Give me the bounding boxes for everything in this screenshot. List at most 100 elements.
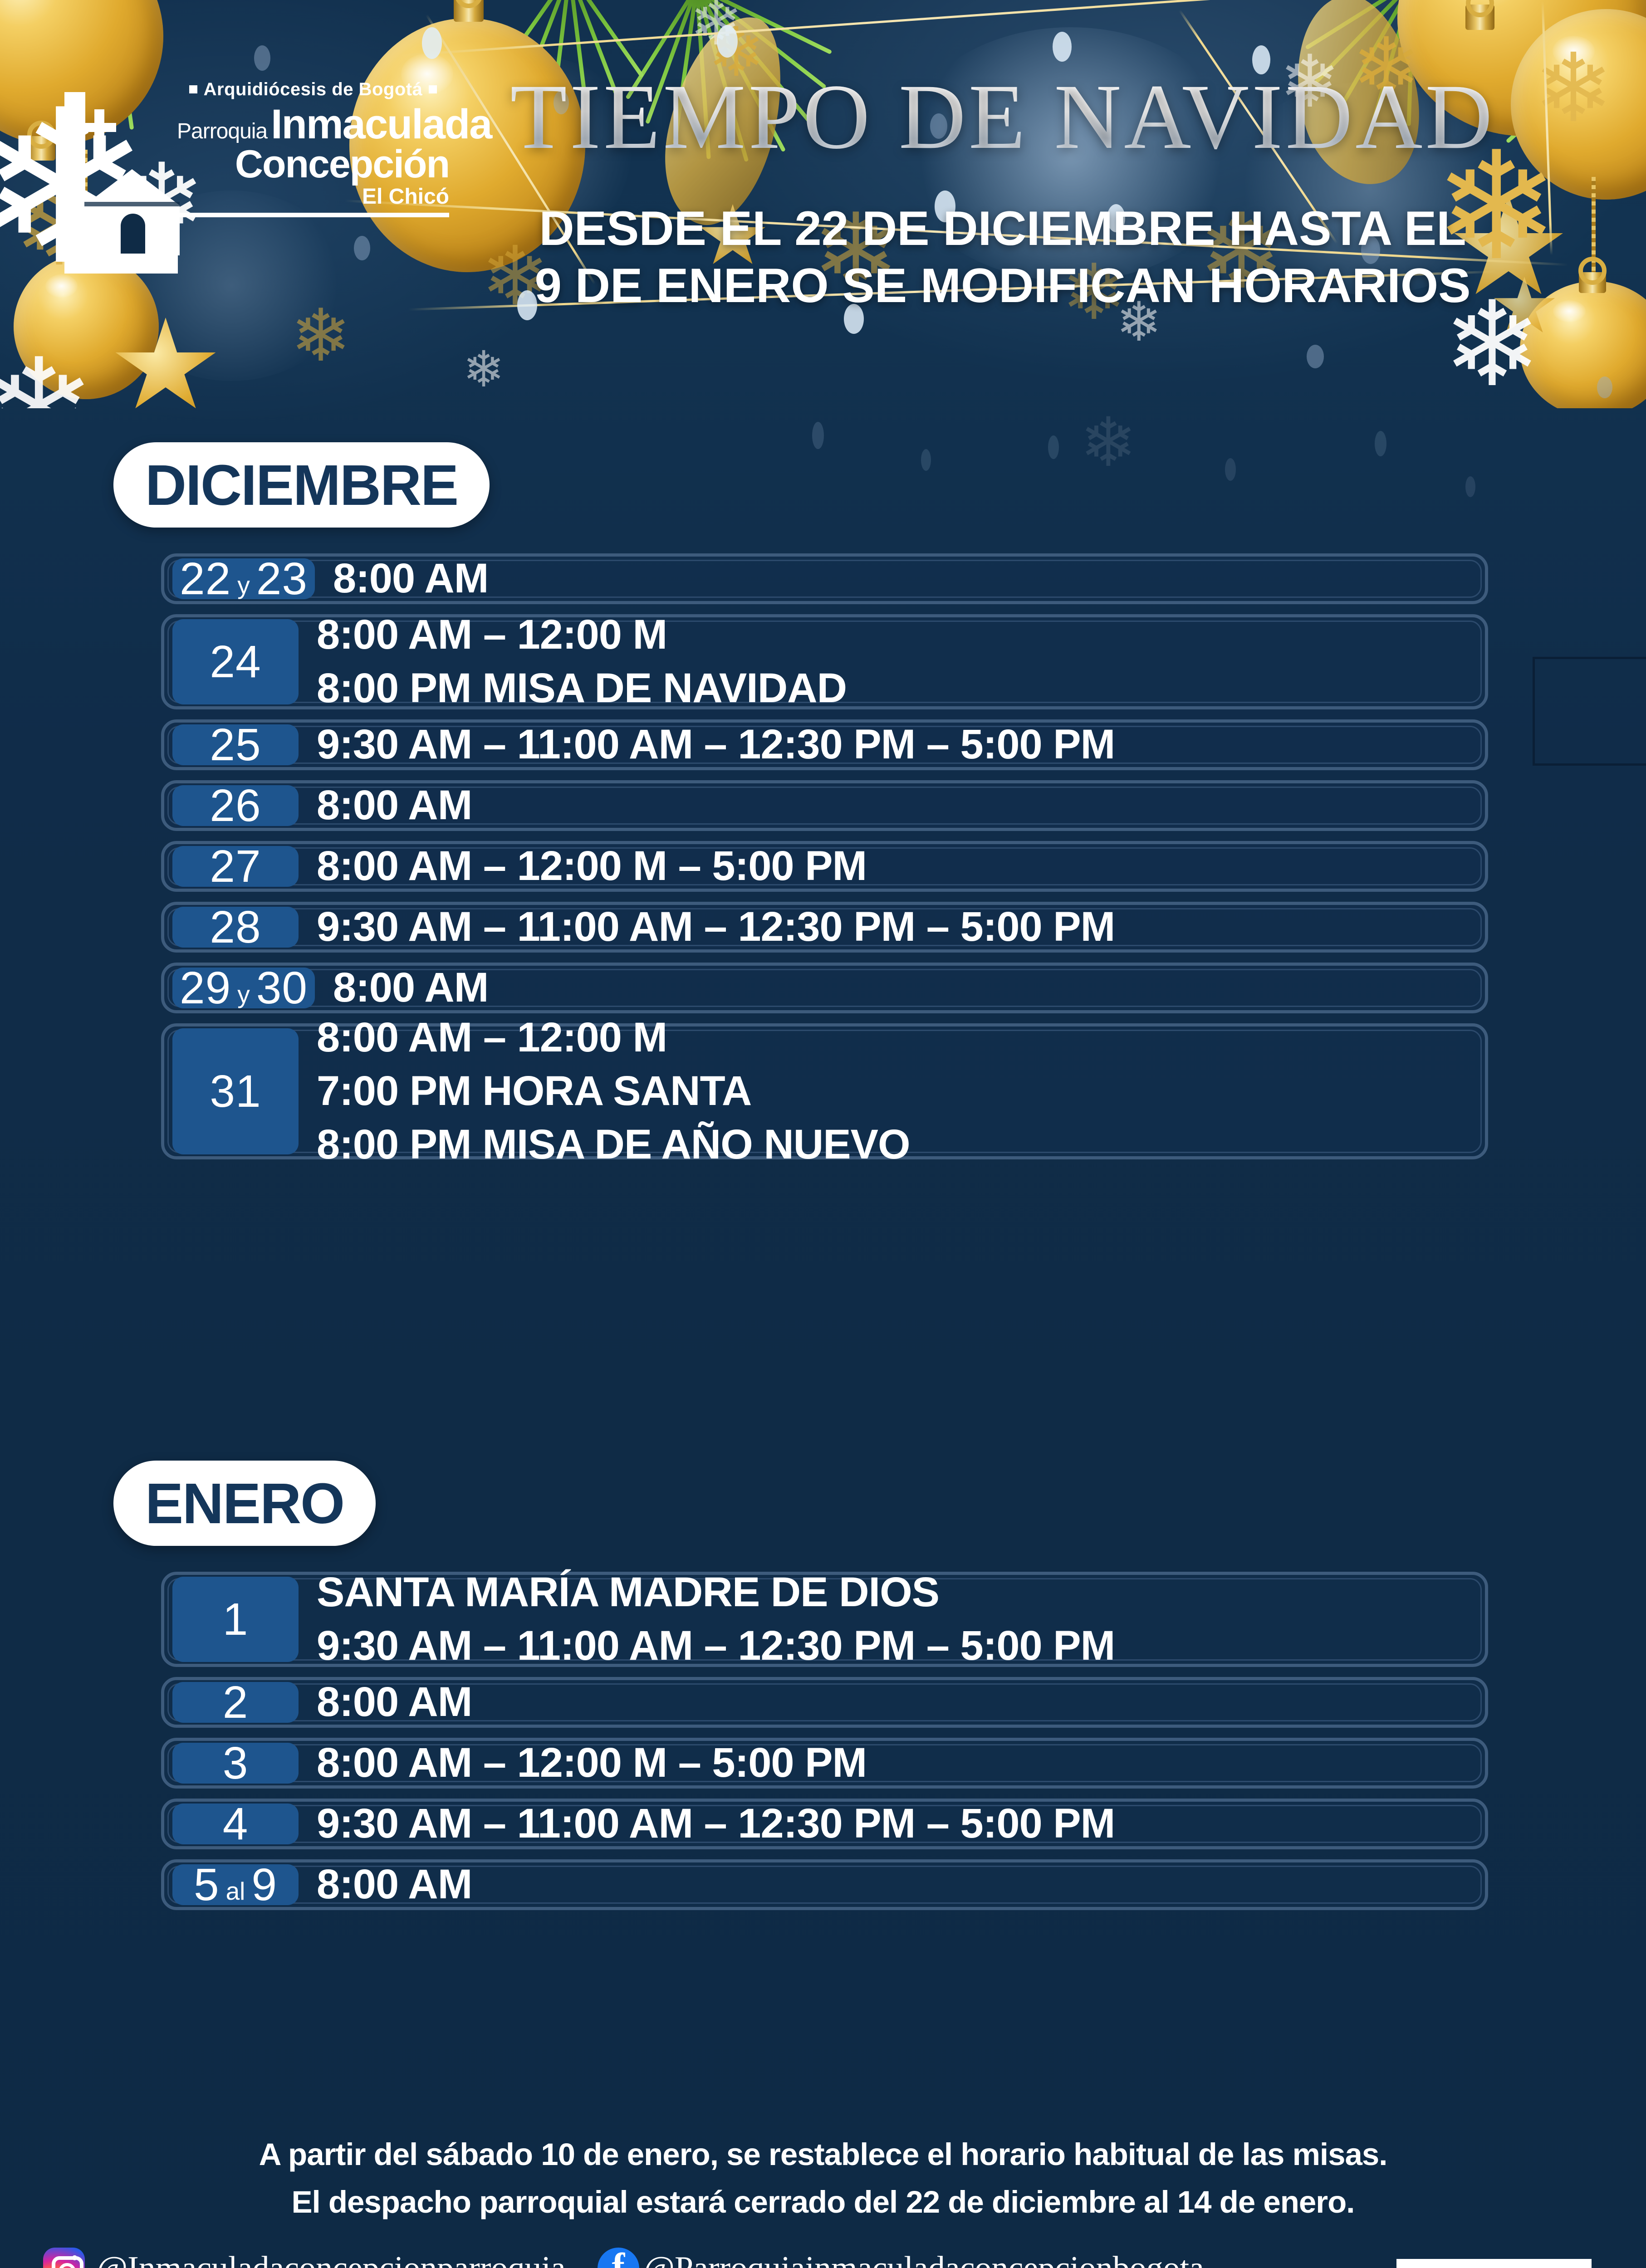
snow-dot [812,422,824,449]
snowflake-icon: ❄ [1080,404,1137,480]
mass-time-line: 8:00 AM – 12:00 M – 5:00 PM [317,1740,867,1786]
logo-church-mark [41,92,180,274]
mass-time-line: 8:00 AM [317,1861,472,1908]
day-number: 3 [222,1738,249,1789]
facebook-handle[interactable]: @Parroquiainmaculadaconcepcionbogota [644,2249,1204,2268]
mass-times: 8:00 AM [333,552,1485,606]
mass-times: 9:30 AM – 11:00 AM – 12:30 PM – 5:00 PM [317,1797,1485,1851]
subtitle-line-2: 9 DE ENERO SE MODIFICAN HORARIOS [534,258,1471,313]
day-number: 22 [180,553,231,604]
mass-times: 8:00 AM – 12:00 M – 5:00 PM [317,1736,1485,1790]
day-number: 4 [222,1799,249,1849]
schedule-list-enero: 1 SANTA MARÍA MADRE DE DIOS 9:30 AM – 11:0… [161,1569,1488,1920]
mass-time-line: 8:00 AM – 12:00 M [317,1014,667,1061]
mass-time-line: 8:00 AM – 12:00 M [317,611,667,658]
day-number: 27 [210,841,261,892]
schedule-row: 2 8:00 AM [161,1677,1488,1728]
mass-times: 8:00 AM [333,961,1485,1015]
page-title: TIEMPO DE NAVIDAD [390,64,1615,171]
day-number: 31 [210,1066,261,1117]
day-number: 29 [180,963,231,1013]
instagram-handle[interactable]: @Inmaculadaconcepcionparroquia [97,2249,566,2268]
mass-time-line: 8:00 PM MISA DE AÑO NUEVO [317,1121,911,1168]
mass-time-line: 9:30 AM – 11:00 AM – 12:30 PM – 5:00 PM [317,904,1115,950]
social-row-instagram-facebook: @Inmaculadaconcepcionparroquia @Parroqui… [43,2248,1204,2268]
mass-times: 8:00 AM [317,779,1485,832]
social-links: @Inmaculadaconcepcionparroquia @Parroqui… [43,2248,1204,2268]
note-line-1: A partir del sábado 10 de enero, se rest… [259,2137,1388,2172]
schedule-row: 25 9:30 AM – 11:00 AM – 12:30 PM – 5:00 P… [161,719,1488,770]
day-badge: 2 [172,1680,299,1725]
mass-time-line: 8:00 AM – 12:00 M – 5:00 PM [317,843,867,890]
day-number-end: 30 [256,963,308,1013]
light-bokeh [1597,376,1612,398]
light-bokeh [422,27,442,59]
mass-time-line: 8:00 AM [333,964,489,1011]
day-number: 24 [210,636,261,687]
whatsapp-qr-code[interactable] [1396,2259,1592,2268]
day-badge: 26 [172,780,299,831]
parish-logo: Arquidiócesis de Bogotá Parroquia Inmacu… [41,79,492,288]
month-header-diciembre: DICIEMBRE [113,442,490,528]
schedule-row: 26 8:00 AM [161,780,1488,831]
logo-word-concepcion: Concepción [235,142,450,186]
snow-dot [921,449,931,471]
facebook-icon[interactable] [597,2248,639,2268]
mass-time-line: 7:00 PM HORA SANTA [317,1068,752,1114]
mass-times: 8:00 AM – 12:00 M – 5:00 PM [317,840,1485,893]
mass-times: 8:00 AM [317,1676,1485,1729]
schedule-list-diciembre: 22 y 23 8:00 AM 24 8:00 AM – 12:00 M 8:00 PM M… [161,553,1488,1169]
schedule-row: 3 8:00 AM – 12:00 M – 5:00 PM [161,1738,1488,1789]
schedule-row: 22 y 23 8:00 AM [161,553,1488,604]
day-conjunction: y [237,980,250,1008]
day-number-end: 9 [251,1859,278,1910]
month-label: ENERO [145,1471,345,1535]
mass-time-line: 8:00 AM [333,555,489,602]
mass-times: 9:30 AM – 11:00 AM – 12:30 PM – 5:00 PM [317,718,1485,772]
light-bokeh [717,25,738,58]
gold-star-icon [115,318,216,408]
string-light-wire [399,0,1440,57]
logo-word-elchico: El Chicó [362,185,449,209]
day-badge: 31 [172,1028,299,1154]
month-label: DICIEMBRE [145,453,459,517]
mass-time-line: SANTA MARÍA MADRE DE DIOS [317,1569,940,1616]
snow-dot [1465,476,1475,497]
logo-diocese-label: Arquidiócesis de Bogotá [177,79,449,100]
day-badge: 24 [172,619,299,704]
mass-time-line: 9:30 AM – 11:00 AM – 12:30 PM – 5:00 PM [317,1623,1115,1669]
day-number: 1 [222,1594,249,1645]
day-badge: 4 [172,1799,299,1849]
mass-times: 8:00 AM – 12:00 M 7:00 PM HORA SANTA 8:00 … [317,1011,1485,1171]
ornament-cap [454,0,484,22]
day-badge: 3 [172,1738,299,1789]
schedule-row: 29 y 30 8:00 AM [161,963,1488,1013]
day-number-end: 23 [256,553,308,604]
snowflake-icon: ❄ [290,295,352,376]
day-number: 28 [210,902,261,953]
logo-word-inmaculada: Inmaculada [271,101,492,147]
mass-time-line: 8:00 PM MISA DE NAVIDAD [317,665,847,711]
day-badge: 27 [172,841,299,892]
schedule-row: 5 al 9 8:00 AM [161,1859,1488,1910]
schedule-row: 1 SANTA MARÍA MADRE DE DIOS 9:30 AM – 11:0… [161,1569,1488,1669]
day-badge: 22 y 23 [172,553,315,604]
light-bokeh [254,45,270,71]
instagram-icon[interactable] [43,2248,85,2268]
day-conjunction: y [237,571,250,599]
mass-times: 8:00 AM [317,1858,1485,1911]
note-line-2: El despacho parroquial estará cerrado de… [291,2185,1355,2219]
day-number: 26 [210,780,261,831]
snowflake-icon: ❄ [463,342,505,397]
mass-time-line: 8:00 AM [317,1679,472,1725]
light-bokeh [1053,32,1072,62]
day-number: 25 [210,719,261,770]
mass-time-line: 8:00 AM [317,782,472,829]
logo-word-parroquia: Parroquia [177,119,268,143]
day-badge: 1 [172,1577,299,1662]
day-badge: 28 [172,902,299,953]
page-subtitle: DESDE EL 22 DE DICIEMBRE HASTA EL 9 DE E… [390,200,1615,314]
ornament-cap [1465,5,1494,30]
mass-times: SANTA MARÍA MADRE DE DIOS 9:30 AM – 11:00… [317,1566,1485,1673]
